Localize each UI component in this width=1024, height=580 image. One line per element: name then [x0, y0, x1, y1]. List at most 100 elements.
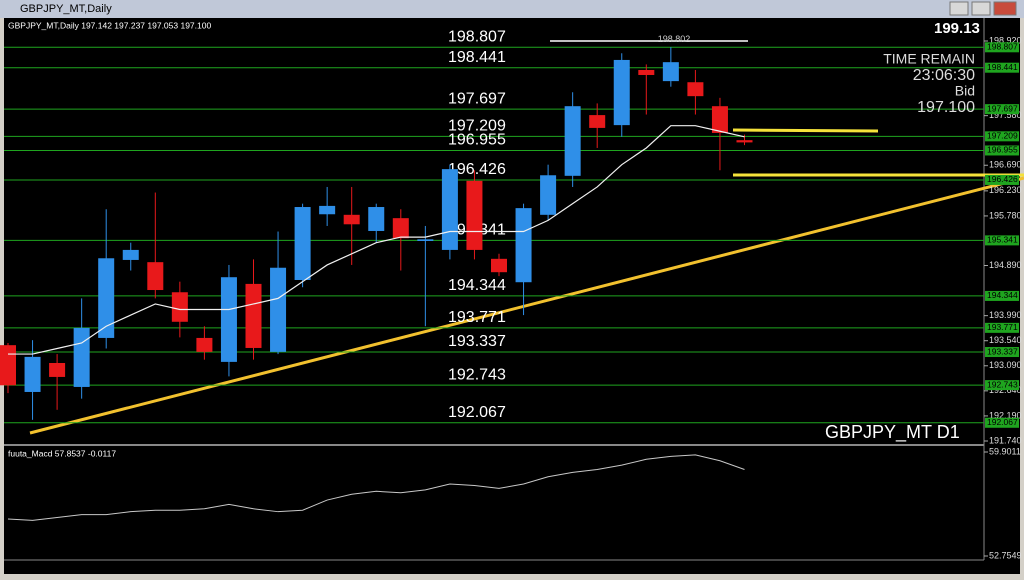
candle-body	[245, 283, 262, 348]
level-axis-box	[985, 174, 1019, 185]
y-tick-label: 196.230	[989, 185, 1022, 195]
level-axis-box	[985, 145, 1019, 156]
level-label: 196.955	[448, 132, 506, 149]
minimize-button[interactable]	[949, 1, 969, 16]
close-button[interactable]	[993, 1, 1017, 16]
x-tick-label: 30 Jun 2025	[695, 560, 745, 570]
price-panel: 198.920 197.580 196.690 196.230 195.780 194.8…	[0, 20, 1022, 445]
x-tick-label: 12 Jun 2025	[401, 560, 451, 570]
level-axis-label: 193.771	[987, 322, 1018, 332]
level-label: 192.743	[448, 366, 506, 383]
x-tick-label: 29 May 2025	[154, 560, 206, 570]
high-marker: 198.802	[658, 34, 691, 44]
level-axis-box	[985, 131, 1019, 142]
level-axis-box	[985, 104, 1019, 115]
trendline	[29, 176, 1024, 435]
window-title: GBPJPY_MT,Daily	[20, 3, 112, 15]
y-tick-label: 197.580	[989, 110, 1022, 120]
candle-body	[662, 62, 679, 82]
level-axis-box	[985, 322, 1019, 333]
x-tick-label: 18 Jun 2025	[499, 560, 549, 570]
y-tick-label: 191.740	[989, 435, 1022, 445]
yellow-level	[732, 128, 879, 133]
level-axis-box	[985, 380, 1019, 391]
level-label: 193.771	[448, 309, 506, 326]
x-tick-label: 23 May 2025	[56, 560, 108, 570]
time-remain-label: TIME REMAIN	[883, 51, 975, 67]
level-label: 196.426	[448, 161, 506, 178]
x-tick-label: 10 Jun 2025	[351, 560, 401, 570]
level-axis-box	[985, 290, 1019, 301]
x-tick-label: 24 Jun 2025	[597, 560, 647, 570]
level-axis-box	[985, 62, 1019, 73]
candle-body	[220, 277, 237, 362]
level-axis-label: 197.209	[987, 131, 1018, 141]
maximize-button[interactable]	[971, 1, 991, 16]
x-tick-label: 21 May 2025	[7, 560, 59, 570]
candle-body	[392, 218, 409, 239]
y-tick-label: 52.7549	[989, 550, 1022, 560]
candle-body	[147, 262, 164, 291]
candle-body	[122, 249, 139, 260]
level-label: 198.441	[448, 49, 506, 66]
level-label: 194.344	[448, 277, 506, 294]
level-axis-label: 194.344	[987, 290, 1018, 300]
level-axis-label: 193.337	[987, 346, 1018, 356]
candle-body	[343, 214, 360, 225]
candle-body	[638, 69, 655, 75]
candle-body	[736, 140, 753, 143]
level-axis-label: 192.067	[987, 417, 1018, 427]
candle-body	[441, 169, 458, 250]
y-tick-label: 192.640	[989, 385, 1022, 395]
candle-body	[515, 208, 532, 283]
candle-body	[73, 327, 90, 387]
level-axis-label: 196.426	[987, 174, 1018, 184]
level-label: 192.067	[448, 404, 506, 421]
macd-line	[7, 454, 745, 521]
macd-panel: fuuta_Macd 57.8537 -0.0117 52.7549 59.9011	[7, 446, 1022, 560]
level-label: 198.807	[448, 29, 506, 46]
level-axis-label: 198.807	[987, 42, 1018, 52]
x-tick-label: 16 Jun 2025	[450, 560, 500, 570]
y-tick-label: 195.780	[989, 210, 1022, 220]
y-tick-label: 198.920	[989, 35, 1022, 45]
y-tick-label: 59.9011	[989, 446, 1021, 456]
level-axis-label: 192.743	[987, 379, 1018, 389]
moving-average	[8, 125, 745, 355]
y-tick-label: 193.090	[989, 360, 1022, 370]
x-tick-label: 6 Jun 2025	[305, 560, 350, 570]
level-axis-box	[985, 235, 1019, 246]
candle-body	[98, 258, 115, 338]
candle-body	[417, 239, 434, 241]
candle-body	[319, 205, 336, 215]
candle-body	[613, 59, 630, 126]
x-tick-label: 4 Jun 2025	[256, 560, 301, 570]
candle-body	[564, 106, 581, 176]
time-remain: 23:06:30	[913, 67, 975, 84]
candle-body	[49, 363, 66, 377]
level-axis-label: 196.955	[987, 145, 1018, 155]
level-axis-label: 195.341	[987, 235, 1018, 245]
y-tick-label: 194.890	[989, 260, 1022, 270]
y-tick-label: 192.190	[989, 410, 1022, 420]
symbol-label: GBPJPY_MT D1	[825, 422, 960, 443]
x-tick-label: 26 Jun 2025	[646, 560, 696, 570]
y-tick-label: 193.540	[989, 335, 1022, 345]
candle-body	[196, 337, 213, 352]
title-bar	[0, 0, 1024, 18]
candle-body	[491, 258, 507, 273]
x-tick-label: 2 Jun 2025	[207, 560, 252, 570]
level-label: 193.337	[448, 333, 506, 350]
candle-body	[171, 292, 188, 322]
candle-body	[294, 207, 311, 280]
bid-label: Bid	[955, 83, 975, 99]
candle-body	[0, 345, 16, 386]
candle-body	[589, 115, 606, 128]
candle-body	[24, 356, 41, 392]
y-tick-label: 193.990	[989, 310, 1022, 320]
level-label: 197.697	[448, 90, 506, 107]
candle-body	[466, 180, 483, 250]
level-axis-box	[985, 417, 1019, 428]
level-label: 197.209	[448, 118, 506, 135]
bid-value: 197.100	[917, 99, 975, 116]
